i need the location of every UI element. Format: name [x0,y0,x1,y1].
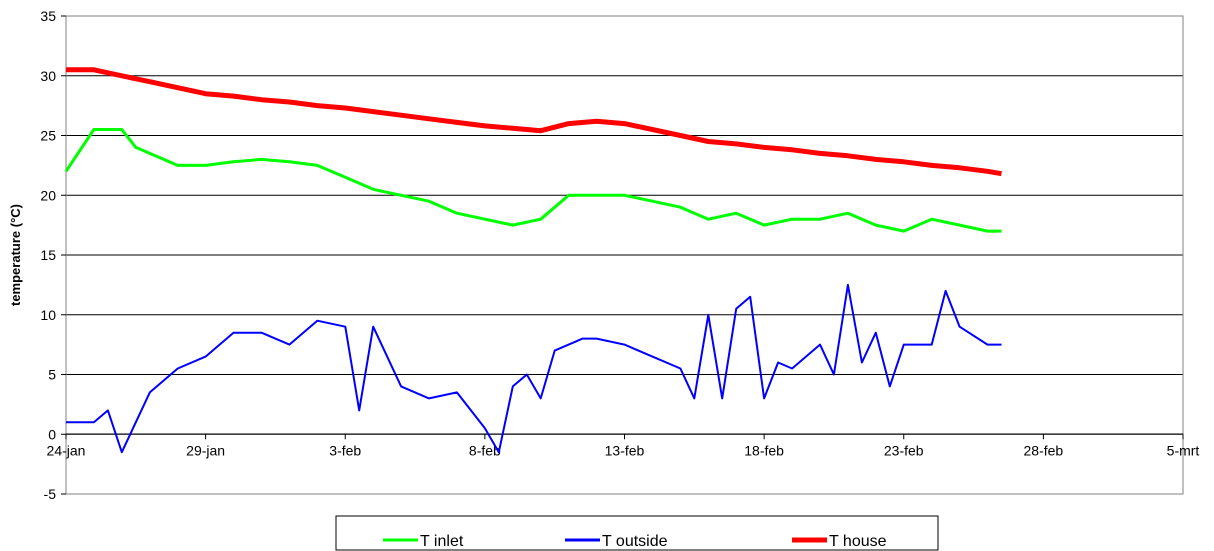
y-tick-label: 0 [48,426,56,442]
legend: T inlet T outside T house [335,515,939,551]
series-line-t-inlet [64,128,1002,233]
y-tick-label: 35 [40,8,56,24]
y-tick-label: 5 [48,367,56,383]
y-tick-label: -5 [44,486,57,502]
y-tick-label: 15 [40,247,56,263]
x-tick-label: 23-feb [884,442,924,458]
x-tick-label: 28-feb [1024,442,1064,458]
legend-item-t-house: T house [792,533,887,550]
x-axis-ticks: 24-jan 29-jan 3-feb 8-feb 13-feb 18-feb 23-feb… [47,434,1200,458]
x-tick-label: 8-feb [469,442,501,458]
y-tick-label: 10 [40,307,56,323]
x-tick-label: 24-jan [47,442,86,458]
x-tick-label: 3-feb [329,442,361,458]
legend-label-t-inlet: T inlet [420,533,464,550]
y-axis-label: temperature (°C) [8,204,23,306]
legend-frame [335,515,939,551]
y-tick-label: 20 [40,187,56,203]
x-tick-label: 13-feb [605,442,645,458]
legend-item-t-outside: T outside [565,533,668,550]
y-axis-ticks: -5 0 5 10 15 20 25 30 35 [40,8,66,502]
legend-label-t-outside: T outside [602,533,668,550]
series-line-t-house [66,67,1002,177]
x-tick-label: 29-jan [186,442,225,458]
y-tick-label: 25 [40,128,56,144]
legend-item-t-inlet: T inlet [383,533,464,550]
series-lines [64,67,1002,454]
x-tick-label: 18-feb [744,442,784,458]
legend-label-t-house: T house [829,533,887,550]
y-tick-label: 30 [40,68,56,84]
gridlines [66,75,1183,435]
x-tick-label: 5-mrt [1167,442,1200,458]
series-line-t-outside [66,283,1002,454]
